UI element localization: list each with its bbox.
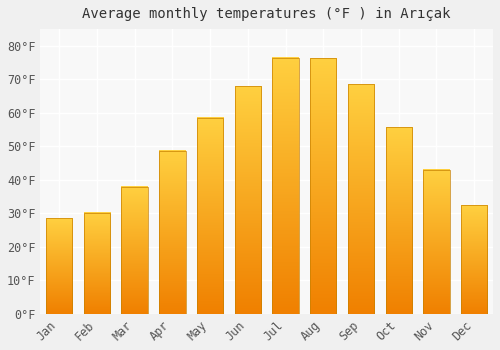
Bar [46, 218, 72, 314]
Bar [84, 213, 110, 314]
Bar [424, 170, 450, 314]
Bar [386, 127, 412, 314]
Bar [272, 57, 299, 314]
Bar [159, 151, 186, 314]
Title: Average monthly temperatures (°F ) in Arıçak: Average monthly temperatures (°F ) in Ar… [82, 7, 451, 21]
Bar [122, 187, 148, 314]
Bar [197, 118, 224, 314]
Bar [310, 58, 336, 314]
Bar [234, 86, 261, 314]
Bar [461, 205, 487, 314]
Bar [348, 84, 374, 314]
